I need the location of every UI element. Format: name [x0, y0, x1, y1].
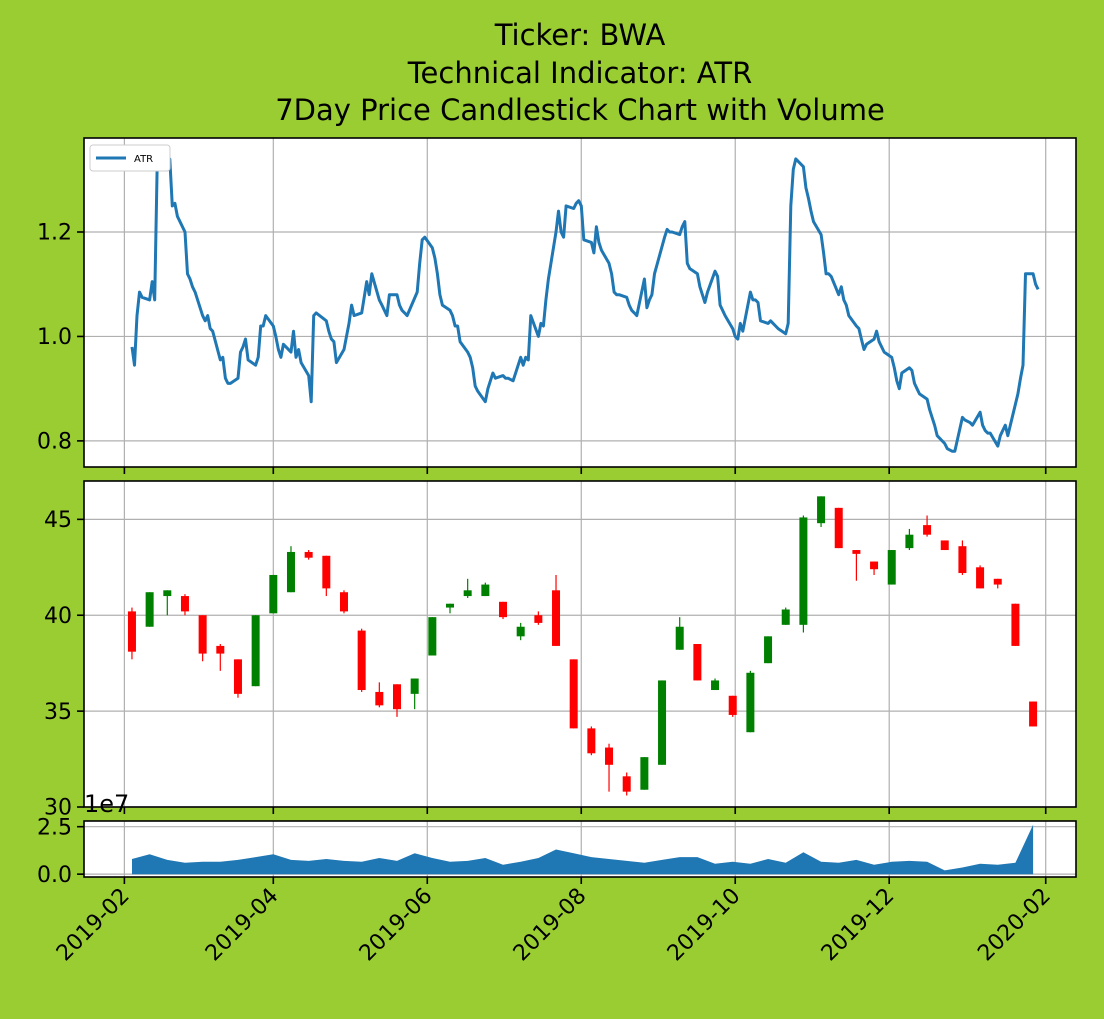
atr-y-axis: 0.8 1.0 1.2 — [37, 221, 84, 455]
atr-grid — [84, 138, 1076, 467]
y-tick-label: 1.0 — [37, 325, 72, 350]
y-tick-label: 40 — [44, 604, 72, 629]
candle-body — [764, 636, 773, 664]
candle-body — [605, 747, 614, 765]
candle-body — [693, 644, 702, 681]
candle-body — [392, 684, 401, 710]
candle-body — [1011, 603, 1020, 646]
y-tick-label: 1.2 — [37, 221, 72, 246]
y-tick-label: 0.0 — [37, 863, 72, 888]
candle-body — [516, 626, 525, 637]
candle-body — [781, 609, 790, 625]
candle-body — [286, 551, 295, 593]
legend-label-atr: ATR — [134, 154, 153, 165]
chart-title-line-3: 7Day Price Candlestick Chart with Volume — [275, 93, 885, 127]
y-tick-label: 35 — [44, 700, 72, 725]
y-tick-label: 2.5 — [37, 815, 72, 840]
candle-body — [357, 630, 366, 691]
candle-body — [481, 584, 490, 597]
candle-body — [587, 728, 596, 754]
candle-body — [675, 626, 684, 650]
price-y-axis: 30 35 40 45 — [44, 508, 84, 821]
candle-body — [180, 596, 189, 612]
candle-body — [534, 615, 543, 623]
candle-body — [552, 590, 561, 646]
legend-box — [89, 144, 171, 172]
candle-body — [163, 590, 172, 597]
candle-body — [216, 645, 225, 654]
atr-line-layer — [130, 152, 1040, 453]
candle-body — [852, 550, 861, 554]
candle-body — [463, 590, 472, 597]
candle-body — [339, 592, 348, 612]
candle-body — [728, 695, 737, 715]
candle-body — [622, 776, 631, 792]
candle-body — [1029, 701, 1038, 727]
candle-body — [711, 680, 720, 691]
candle-body — [817, 496, 826, 524]
candle-body — [428, 617, 437, 656]
candle-body — [887, 550, 896, 585]
atr-series-line — [130, 152, 1040, 453]
candle-body — [870, 561, 879, 570]
candle-body — [233, 659, 242, 694]
candlestick-layer — [127, 496, 1038, 796]
candle-body — [375, 691, 384, 706]
candle-body — [322, 555, 331, 589]
volume-frame — [83, 820, 1077, 878]
candle-body — [940, 540, 949, 551]
candle-body — [799, 517, 808, 625]
atr-legend: ATR — [89, 144, 171, 172]
volume-area-layer — [132, 824, 1034, 875]
candle-body — [145, 592, 154, 627]
candle-body — [905, 534, 914, 549]
y-tick-label: 30 — [44, 796, 72, 821]
atr-plot-area — [84, 138, 1076, 467]
candle-body — [993, 578, 1002, 585]
candle-body — [640, 757, 649, 790]
atr-x-ticks — [123, 467, 1047, 474]
candle-body — [127, 611, 136, 652]
price-frame — [83, 480, 1077, 808]
atr-frame — [83, 137, 1077, 468]
price-panel: 30 35 40 45 — [44, 480, 1077, 821]
y-tick-label: 0.8 — [37, 430, 72, 455]
candle-body — [410, 678, 419, 694]
price-x-ticks — [123, 807, 1047, 814]
volume-offset-label: 1e7 — [84, 790, 129, 818]
candle-body — [569, 659, 578, 729]
candle-body — [976, 567, 985, 589]
candle-body — [304, 551, 313, 558]
candle-body — [658, 680, 667, 765]
chart-title-line-1: Ticker: BWA — [494, 18, 666, 52]
candle-body — [198, 615, 207, 654]
chart-title-line-2: Technical Indicator: ATR — [407, 56, 752, 90]
candle-body — [746, 672, 755, 733]
volume-y-axis: 0.0 2.5 — [37, 815, 84, 888]
candle-body — [834, 507, 843, 549]
atr-panel: 0.8 1.0 1.2 ATR — [37, 137, 1077, 474]
candle-body — [269, 574, 278, 614]
candle-body — [499, 601, 508, 618]
candle-body — [251, 615, 260, 687]
candle-body — [958, 546, 967, 574]
candle-body — [923, 525, 932, 535]
volume-area — [132, 824, 1034, 875]
candle-body — [446, 603, 455, 608]
y-tick-label: 45 — [44, 508, 72, 533]
